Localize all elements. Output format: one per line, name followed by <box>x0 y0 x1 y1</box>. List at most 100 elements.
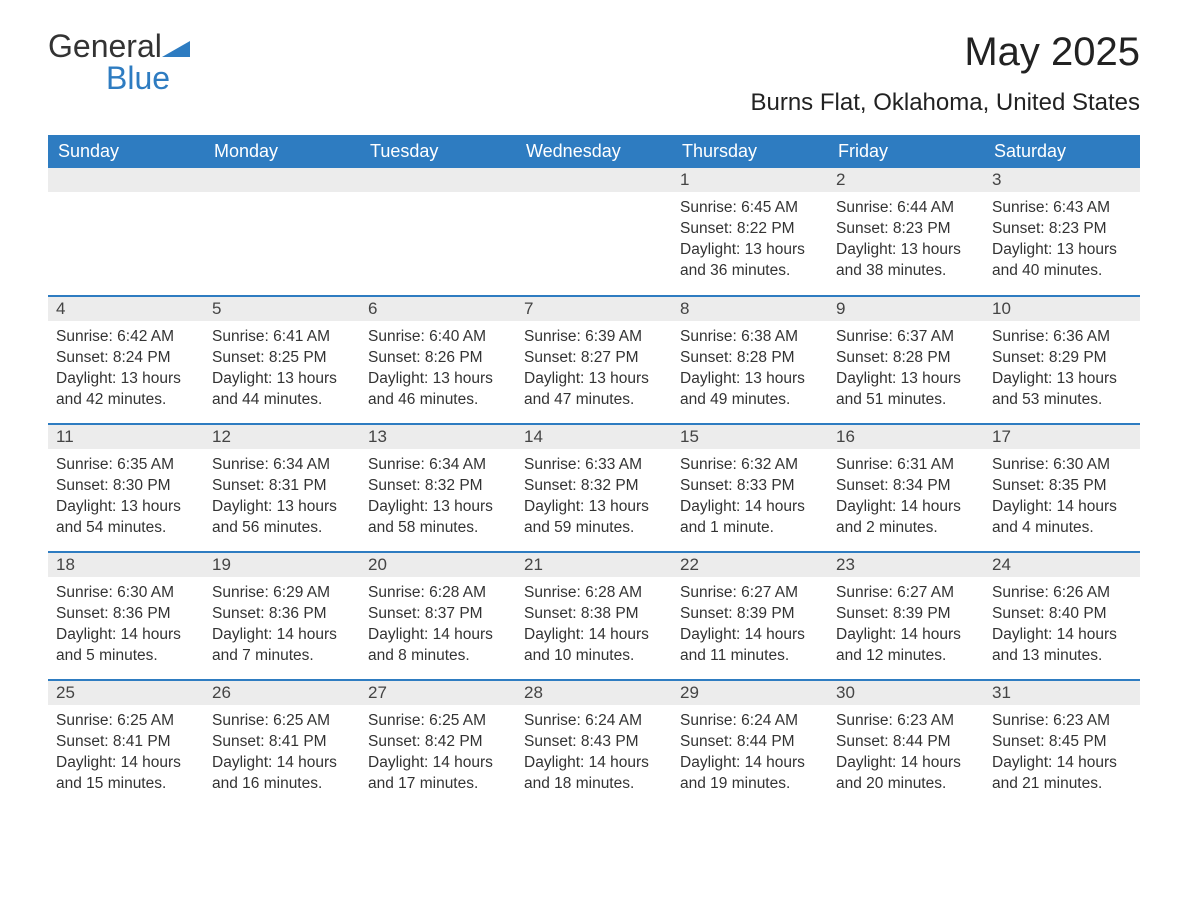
sunset-line: Sunset: 8:23 PM <box>836 219 976 240</box>
calendar-day-cell: 19Sunrise: 6:29 AMSunset: 8:36 PMDayligh… <box>204 552 360 680</box>
calendar-day-cell: 15Sunrise: 6:32 AMSunset: 8:33 PMDayligh… <box>672 424 828 552</box>
day-number: 27 <box>360 681 516 705</box>
sunset-line: Sunset: 8:35 PM <box>992 476 1132 497</box>
calendar-day-cell: 9Sunrise: 6:37 AMSunset: 8:28 PMDaylight… <box>828 296 984 424</box>
day-number: 4 <box>48 297 204 321</box>
sunrise-line: Sunrise: 6:26 AM <box>992 583 1132 604</box>
day-number: 5 <box>204 297 360 321</box>
day-data: Sunrise: 6:42 AMSunset: 8:24 PMDaylight:… <box>48 321 204 415</box>
sunset-line: Sunset: 8:32 PM <box>524 476 664 497</box>
sunrise-line: Sunrise: 6:31 AM <box>836 455 976 476</box>
calendar-day-cell: 18Sunrise: 6:30 AMSunset: 8:36 PMDayligh… <box>48 552 204 680</box>
day-number <box>204 168 360 192</box>
day-number: 9 <box>828 297 984 321</box>
daylight-line: Daylight: 14 hours and 2 minutes. <box>836 497 976 539</box>
day-data: Sunrise: 6:25 AMSunset: 8:41 PMDaylight:… <box>48 705 204 799</box>
calendar-week-row: 11Sunrise: 6:35 AMSunset: 8:30 PMDayligh… <box>48 424 1140 552</box>
sunset-line: Sunset: 8:28 PM <box>680 348 820 369</box>
day-data: Sunrise: 6:28 AMSunset: 8:37 PMDaylight:… <box>360 577 516 671</box>
sunrise-line: Sunrise: 6:28 AM <box>368 583 508 604</box>
calendar-day-cell: 30 Sunrise: 6:23 AMSunset: 8:44 PMDayligh… <box>828 680 984 808</box>
sunrise-line: Sunrise: 6:23 AM <box>992 711 1132 732</box>
sunrise-line: Sunrise: 6:24 AM <box>680 711 820 732</box>
weekday-header: Monday <box>204 135 360 168</box>
calendar-week-row: 25Sunrise: 6:25 AMSunset: 8:41 PMDayligh… <box>48 680 1140 808</box>
weekday-header: Friday <box>828 135 984 168</box>
day-data <box>360 192 516 272</box>
calendar-day-cell: 12Sunrise: 6:34 AMSunset: 8:31 PMDayligh… <box>204 424 360 552</box>
daylight-line: Daylight: 13 hours and 46 minutes. <box>368 369 508 411</box>
day-number: 8 <box>672 297 828 321</box>
day-number: 31 <box>984 681 1140 705</box>
calendar-day-cell: 14Sunrise: 6:33 AMSunset: 8:32 PMDayligh… <box>516 424 672 552</box>
day-data: Sunrise: 6:34 AMSunset: 8:32 PMDaylight:… <box>360 449 516 543</box>
sunset-line: Sunset: 8:28 PM <box>836 348 976 369</box>
logo-text-1: General <box>48 28 162 64</box>
calendar-day-cell: 27Sunrise: 6:25 AMSunset: 8:42 PMDayligh… <box>360 680 516 808</box>
calendar-day-cell: 20Sunrise: 6:28 AMSunset: 8:37 PMDayligh… <box>360 552 516 680</box>
sunset-line: Sunset: 8:39 PM <box>836 604 976 625</box>
day-data: Sunrise: 6:41 AMSunset: 8:25 PMDaylight:… <box>204 321 360 415</box>
day-data <box>48 192 204 272</box>
sunset-line: Sunset: 8:26 PM <box>368 348 508 369</box>
calendar-day-cell <box>48 168 204 296</box>
calendar-day-cell: 25Sunrise: 6:25 AMSunset: 8:41 PMDayligh… <box>48 680 204 808</box>
daylight-line: Daylight: 13 hours and 40 minutes. <box>992 240 1132 282</box>
sunrise-line: Sunrise: 6:27 AM <box>680 583 820 604</box>
calendar-day-cell: 10Sunrise: 6:36 AMSunset: 8:29 PMDayligh… <box>984 296 1140 424</box>
calendar-day-cell: 6Sunrise: 6:40 AMSunset: 8:26 PMDaylight… <box>360 296 516 424</box>
daylight-line: Daylight: 13 hours and 38 minutes. <box>836 240 976 282</box>
title-block: May 2025 Burns Flat, Oklahoma, United St… <box>750 30 1140 129</box>
day-data: Sunrise: 6:43 AMSunset: 8:23 PMDaylight:… <box>984 192 1140 286</box>
sunrise-line: Sunrise: 6:45 AM <box>680 198 820 219</box>
day-data: Sunrise: 6:44 AMSunset: 8:23 PMDaylight:… <box>828 192 984 286</box>
day-number: 30 <box>828 681 984 705</box>
day-data: Sunrise: 6:29 AMSunset: 8:36 PMDaylight:… <box>204 577 360 671</box>
sunset-line: Sunset: 8:39 PM <box>680 604 820 625</box>
sunrise-line: Sunrise: 6:25 AM <box>212 711 352 732</box>
calendar-day-cell: 13Sunrise: 6:34 AMSunset: 8:32 PMDayligh… <box>360 424 516 552</box>
day-number: 10 <box>984 297 1140 321</box>
calendar-week-row: 4Sunrise: 6:42 AMSunset: 8:24 PMDaylight… <box>48 296 1140 424</box>
daylight-line: Daylight: 13 hours and 53 minutes. <box>992 369 1132 411</box>
sunrise-line: Sunrise: 6:25 AM <box>56 711 196 732</box>
day-data: Sunrise: 6:34 AMSunset: 8:31 PMDaylight:… <box>204 449 360 543</box>
sunset-line: Sunset: 8:41 PM <box>56 732 196 753</box>
sunset-line: Sunset: 8:44 PM <box>836 732 976 753</box>
day-number: 17 <box>984 425 1140 449</box>
sunset-line: Sunset: 8:36 PM <box>212 604 352 625</box>
day-data: Sunrise: 6:38 AMSunset: 8:28 PMDaylight:… <box>672 321 828 415</box>
daylight-line: Daylight: 14 hours and 4 minutes. <box>992 497 1132 539</box>
daylight-line: Daylight: 14 hours and 12 minutes. <box>836 625 976 667</box>
calendar-week-row: 1Sunrise: 6:45 AMSunset: 8:22 PMDaylight… <box>48 168 1140 296</box>
sunset-line: Sunset: 8:33 PM <box>680 476 820 497</box>
daylight-line: Daylight: 14 hours and 19 minutes. <box>680 753 820 795</box>
sunrise-line: Sunrise: 6:41 AM <box>212 327 352 348</box>
sunset-line: Sunset: 8:36 PM <box>56 604 196 625</box>
daylight-line: Daylight: 14 hours and 16 minutes. <box>212 753 352 795</box>
sunset-line: Sunset: 8:43 PM <box>524 732 664 753</box>
daylight-line: Daylight: 13 hours and 58 minutes. <box>368 497 508 539</box>
daylight-line: Daylight: 14 hours and 20 minutes. <box>836 753 976 795</box>
calendar-day-cell: 31Sunrise: 6:23 AMSunset: 8:45 PMDayligh… <box>984 680 1140 808</box>
daylight-line: Daylight: 14 hours and 1 minute. <box>680 497 820 539</box>
day-number: 15 <box>672 425 828 449</box>
calendar-day-cell: 3Sunrise: 6:43 AMSunset: 8:23 PMDaylight… <box>984 168 1140 296</box>
logo-text: General Blue <box>48 30 190 94</box>
sunrise-line: Sunrise: 6:38 AM <box>680 327 820 348</box>
sunrise-line: Sunrise: 6:30 AM <box>56 583 196 604</box>
day-data: Sunrise: 6:25 AMSunset: 8:42 PMDaylight:… <box>360 705 516 799</box>
day-number: 22 <box>672 553 828 577</box>
sunset-line: Sunset: 8:32 PM <box>368 476 508 497</box>
weekday-header: Thursday <box>672 135 828 168</box>
day-number: 1 <box>672 168 828 192</box>
daylight-line: Daylight: 13 hours and 44 minutes. <box>212 369 352 411</box>
sunset-line: Sunset: 8:37 PM <box>368 604 508 625</box>
calendar-day-cell: 22Sunrise: 6:27 AMSunset: 8:39 PMDayligh… <box>672 552 828 680</box>
sunset-line: Sunset: 8:31 PM <box>212 476 352 497</box>
day-number: 6 <box>360 297 516 321</box>
day-data: Sunrise: 6:25 AMSunset: 8:41 PMDaylight:… <box>204 705 360 799</box>
calendar-day-cell: 26Sunrise: 6:25 AMSunset: 8:41 PMDayligh… <box>204 680 360 808</box>
calendar-day-cell <box>516 168 672 296</box>
sunrise-line: Sunrise: 6:23 AM <box>836 711 976 732</box>
